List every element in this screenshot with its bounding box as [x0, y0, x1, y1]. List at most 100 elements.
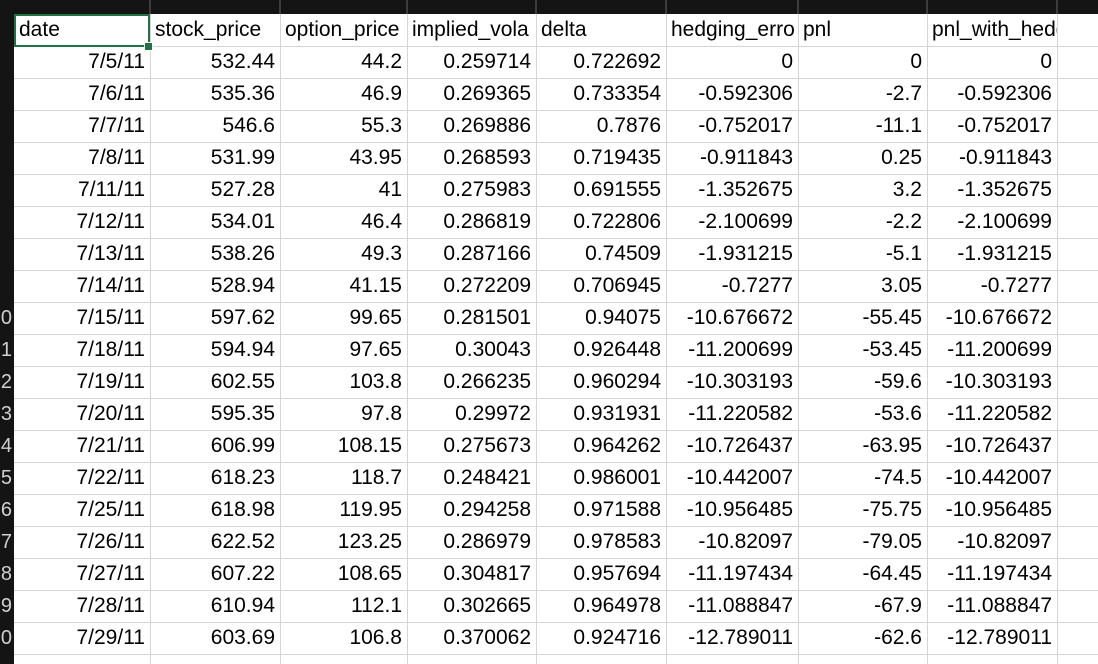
table-cell[interactable]: -53.6: [874, 402, 922, 425]
table-cell[interactable]: -0.7277: [721, 274, 793, 297]
header-cell-date[interactable]: date: [19, 18, 60, 41]
spreadsheet-grid[interactable]: date stock_price option_price implied_vola d…: [14, 14, 1098, 664]
column-separator[interactable]: [797, 0, 799, 14]
table-cell[interactable]: -0.911843: [699, 146, 793, 169]
row-number[interactable]: 0: [0, 627, 12, 649]
table-cell[interactable]: 0.259714: [443, 50, 531, 73]
table-cell[interactable]: 534.01: [210, 210, 275, 233]
fill-handle[interactable]: [144, 42, 153, 51]
table-cell[interactable]: 103.8: [349, 370, 402, 393]
header-cell-pnl[interactable]: pnl: [803, 18, 832, 41]
table-cell[interactable]: 97.8: [361, 402, 402, 425]
table-cell[interactable]: -11.088847: [688, 594, 793, 617]
table-cell[interactable]: -2.2: [885, 210, 922, 233]
table-cell[interactable]: 0.272209: [443, 274, 531, 297]
table-cell[interactable]: -10.82097: [957, 530, 1052, 553]
table-cell[interactable]: 0.722692: [573, 50, 661, 73]
table-cell[interactable]: 0.986001: [573, 466, 661, 489]
table-cell[interactable]: 0.304817: [443, 562, 531, 585]
table-cell[interactable]: 0.275673: [443, 434, 531, 457]
table-cell[interactable]: 0.30043: [455, 338, 531, 361]
table-cell[interactable]: -10.676672: [686, 306, 793, 329]
table-cell[interactable]: 618.98: [210, 498, 275, 521]
table-cell[interactable]: -11.197434: [688, 562, 793, 585]
table-cell[interactable]: 532.44: [210, 50, 275, 73]
table-cell[interactable]: -10.726437: [945, 434, 1052, 457]
table-cell[interactable]: -0.911843: [958, 146, 1052, 169]
table-cell[interactable]: -11.200699: [688, 338, 793, 361]
table-cell[interactable]: -67.9: [874, 594, 922, 617]
table-cell[interactable]: 112.1: [351, 594, 402, 617]
table-cell[interactable]: -2.100699: [698, 210, 793, 233]
table-cell[interactable]: 602.55: [210, 370, 275, 393]
table-cell[interactable]: 7/6/11: [88, 82, 145, 105]
row-number[interactable]: 5: [0, 467, 12, 489]
table-cell[interactable]: -62.6: [874, 626, 922, 649]
table-cell[interactable]: 531.99: [210, 146, 275, 169]
table-cell[interactable]: 7/18/11: [76, 338, 145, 361]
table-cell[interactable]: 49.3: [361, 242, 402, 265]
table-cell[interactable]: -11.220582: [947, 402, 1052, 425]
table-cell[interactable]: 118.7: [351, 466, 402, 489]
table-cell[interactable]: 538.26: [210, 242, 275, 265]
table-cell[interactable]: -0.592306: [698, 82, 793, 105]
table-cell[interactable]: 46.9: [361, 82, 402, 105]
column-separator[interactable]: [279, 0, 281, 14]
table-cell[interactable]: -10.442007: [945, 466, 1052, 489]
table-cell[interactable]: 106.8: [349, 626, 402, 649]
table-cell[interactable]: -2.7: [885, 82, 922, 105]
column-separator[interactable]: [535, 0, 537, 14]
table-cell[interactable]: 7/8/11: [88, 146, 145, 169]
table-cell[interactable]: 0.971588: [573, 498, 661, 521]
table-cell[interactable]: 0.94075: [585, 306, 661, 329]
table-cell[interactable]: 0.924716: [573, 626, 661, 649]
table-cell[interactable]: -11.200699: [947, 338, 1052, 361]
table-cell[interactable]: 7/15/11: [76, 306, 145, 329]
table-cell[interactable]: 0.733354: [573, 82, 661, 105]
table-cell[interactable]: -1.931215: [957, 242, 1052, 265]
table-cell[interactable]: 0.281501: [443, 306, 531, 329]
table-cell[interactable]: 108.65: [337, 562, 402, 585]
table-cell[interactable]: 7/14/11: [76, 274, 145, 297]
table-cell[interactable]: -0.752017: [957, 114, 1052, 137]
column-separator[interactable]: [149, 0, 151, 14]
table-cell[interactable]: 7/26/11: [76, 530, 145, 553]
table-cell[interactable]: 3.2: [892, 178, 922, 201]
table-cell[interactable]: 7/5/11: [88, 50, 145, 73]
table-cell[interactable]: -1.352675: [957, 178, 1052, 201]
table-cell[interactable]: 0.719435: [573, 146, 661, 169]
table-cell[interactable]: 46.4: [361, 210, 402, 233]
table-cell[interactable]: 7/7/11: [88, 114, 145, 137]
table-cell[interactable]: -53.45: [862, 338, 922, 361]
table-cell[interactable]: 7/28/11: [76, 594, 145, 617]
table-cell[interactable]: 7/20/11: [76, 402, 145, 425]
row-number[interactable]: 9: [0, 595, 12, 617]
table-cell[interactable]: -11.1: [875, 114, 922, 137]
table-cell[interactable]: 0.286979: [443, 530, 531, 553]
table-cell[interactable]: 0.294258: [443, 498, 531, 521]
table-cell[interactable]: -10.442007: [686, 466, 793, 489]
row-number[interactable]: 1: [0, 339, 12, 361]
table-cell[interactable]: 7/21/11: [76, 434, 145, 457]
table-cell[interactable]: -10.82097: [698, 530, 793, 553]
table-cell[interactable]: 606.99: [210, 434, 275, 457]
header-cell-stock-price[interactable]: stock_price: [155, 18, 262, 41]
row-number[interactable]: 6: [0, 499, 12, 521]
table-cell[interactable]: 44.2: [361, 50, 402, 73]
table-cell[interactable]: 0.266235: [443, 370, 531, 393]
row-number[interactable]: 2: [0, 371, 12, 393]
table-cell[interactable]: 41: [378, 178, 402, 201]
table-cell[interactable]: 0: [1040, 50, 1052, 73]
table-cell[interactable]: 0.268593: [443, 146, 531, 169]
table-cell[interactable]: 7/27/11: [76, 562, 145, 585]
table-cell[interactable]: 3.05: [881, 274, 922, 297]
table-cell[interactable]: 0.978583: [573, 530, 661, 553]
header-cell-option-price[interactable]: option_price: [285, 18, 400, 41]
column-separator[interactable]: [1056, 0, 1058, 14]
table-cell[interactable]: 607.22: [210, 562, 275, 585]
table-cell[interactable]: 0.964262: [573, 434, 661, 457]
table-cell[interactable]: -0.752017: [698, 114, 793, 137]
table-cell[interactable]: 0.7876: [596, 114, 661, 137]
table-cell[interactable]: -1.931215: [698, 242, 793, 265]
table-cell[interactable]: -0.592306: [957, 82, 1052, 105]
